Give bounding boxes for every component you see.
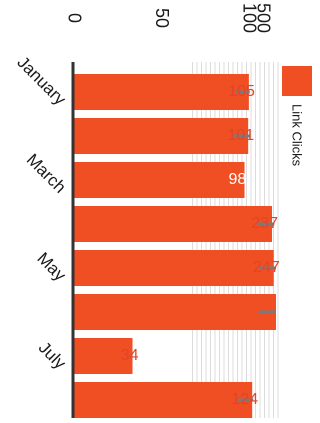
bar-april [72,206,272,242]
data-label-may: 247 [253,259,280,276]
bar-february [73,118,249,154]
tick-label-50: 50 [152,8,172,28]
legend: Link Clicks [282,66,312,167]
data-label-march: 98 [229,171,247,188]
bar-june [73,294,276,330]
bar-august [73,382,253,418]
bars [72,74,276,418]
bar-march [73,162,245,198]
data-label-april: 237 [251,215,278,232]
tick-label-500: 500 [253,3,273,33]
data-label-july: 34 [121,347,139,364]
legend-swatch-link-clicks [282,66,312,96]
data-label-january: 105 [228,83,255,100]
category-label-march: March [23,150,70,197]
data-label-august: 124 [231,391,258,408]
data-labels: 105 101 98 237 247 34 124 [121,83,280,408]
tick-label-100: 100 [239,3,259,33]
category-axis-labels: January March May July [13,53,70,374]
tick-label-0: 0 [64,13,84,23]
bar-january [73,74,249,110]
legend-label-link-clicks: Link Clicks [290,104,305,167]
category-label-july: July [35,338,70,373]
category-label-may: May [33,249,69,285]
error-bars [234,90,276,402]
category-label-january: January [13,53,70,110]
data-label-february: 101 [227,127,254,144]
bar-may [72,250,274,286]
bar-july [73,338,133,374]
